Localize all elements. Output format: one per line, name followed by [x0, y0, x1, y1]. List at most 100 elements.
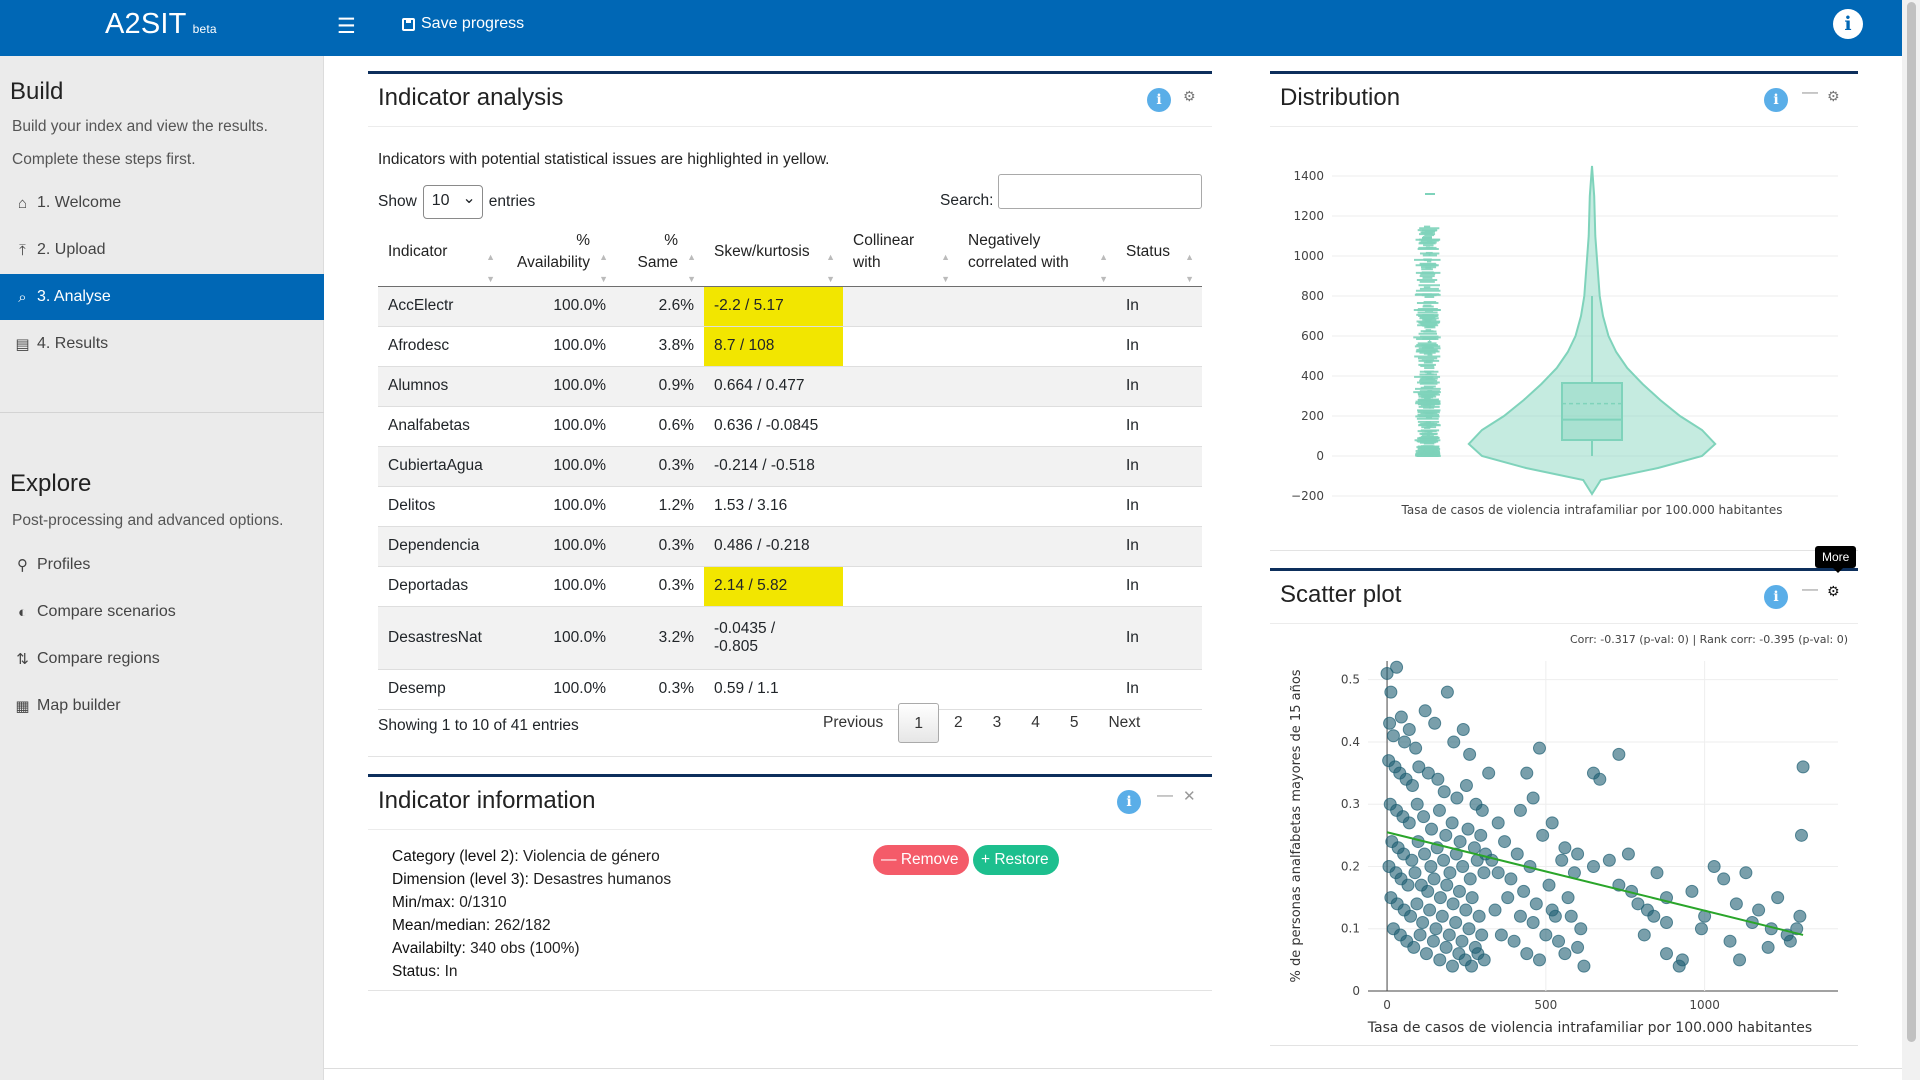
scatter-point	[1586, 859, 1600, 873]
entries-select-value: 10	[431, 192, 450, 209]
sidebar-item-welcome[interactable]: ⌂ 1. Welcome	[0, 180, 324, 226]
violin-plot[interactable]: 1400 1200 1000 800 600 400 200 0 −200 Tasa de cas…	[1270, 134, 1858, 534]
scrollbar-thumb[interactable]	[1907, 2, 1916, 1042]
scatter-point	[1463, 872, 1477, 886]
footer-divider	[324, 1068, 1902, 1069]
table-row[interactable]: Afrodesc 100.0% 3.8% 8.7 / 108 In	[378, 326, 1202, 367]
map-marker-icon: ⚲	[17, 557, 28, 574]
column-header-negatively-correlated[interactable]: Negatively correlated with ▲ ▼	[958, 218, 1116, 287]
cell-skew-kurtosis: 1.53 / 3.16	[704, 486, 843, 527]
column-header-collinear[interactable]: Collinear with ▲ ▼	[843, 218, 958, 287]
pagination-previous[interactable]: Previous	[823, 714, 884, 731]
x-tick-label: 0	[1383, 998, 1391, 1012]
scatter-point	[1394, 710, 1408, 724]
scatter-chart[interactable]: Corr: -0.317 (p-val: 0) | Rank corr: -0.…	[1270, 627, 1858, 1047]
column-header-same[interactable]: % Same ▲ ▼	[616, 218, 704, 287]
sidebar-toggle-icon[interactable]: ☰	[337, 15, 356, 38]
column-header-availability[interactable]: % Availability ▲ ▼	[503, 218, 616, 287]
sidebar-item-map-builder[interactable]: ▦ Map builder	[0, 683, 324, 729]
cell-indicator: AccElectr	[378, 286, 503, 327]
cell-indicator: DesastresNat	[378, 606, 503, 670]
cell-negatively-correlated	[958, 446, 1116, 487]
page-scrollbar[interactable]	[1902, 0, 1920, 1080]
cell-same: 0.3%	[616, 566, 704, 607]
save-progress-label: Save progress	[421, 15, 525, 32]
scatter-point	[1507, 934, 1521, 948]
scatter-point	[1660, 916, 1674, 930]
column-header-status[interactable]: Status ▲ ▼	[1116, 218, 1202, 287]
scatter-point	[1602, 853, 1616, 867]
sidebar-item-results[interactable]: ▤ 4. Results	[0, 321, 324, 367]
sidebar-item-analyse[interactable]: ⌕ 3. Analyse	[0, 274, 324, 320]
cell-availability: 100.0%	[503, 606, 616, 670]
scatter-point	[1449, 916, 1463, 930]
entries-select[interactable]: 10	[422, 185, 483, 219]
close-icon[interactable]: ✕	[1183, 788, 1196, 805]
sidebar-item-label: Compare scenarios	[37, 603, 176, 620]
table-row[interactable]: Dependencia 100.0% 0.3% 0.486 / -0.218 In	[378, 526, 1202, 567]
remove-button[interactable]: — Remove	[873, 845, 969, 875]
sidebar-item-label: 1. Welcome	[37, 194, 122, 211]
pagination-page-3[interactable]: 3	[992, 714, 1002, 731]
collapse-icon[interactable]: —	[1802, 84, 1818, 101]
pagination-page-1[interactable]: 1	[898, 703, 939, 743]
y-tick-label: 400	[1301, 369, 1324, 383]
table-row[interactable]: Analfabetas 100.0% 0.6% 0.636 / -0.0845 In	[378, 406, 1202, 447]
restore-button[interactable]: + Restore	[973, 845, 1059, 875]
scatter-point	[1707, 859, 1721, 873]
y-tick-label: 0.3	[1341, 797, 1360, 811]
column-header-indicator[interactable]: Indicator ▲ ▼	[378, 218, 503, 287]
help-info-icon[interactable]: i	[1833, 9, 1863, 39]
scatter-point	[1410, 897, 1424, 911]
sort-icon: ▲ ▼	[599, 252, 608, 284]
cell-same: 0.9%	[616, 366, 704, 407]
column-header-skew-kurtosis[interactable]: Skew/kurtosis ▲ ▼	[704, 218, 843, 287]
info-icon[interactable]: i	[1147, 88, 1171, 112]
pagination-page-5[interactable]: 5	[1069, 714, 1079, 731]
save-progress-button[interactable]: Save progress	[402, 15, 524, 33]
gear-icon[interactable]: ⚙	[1827, 88, 1840, 104]
table-row[interactable]: Deportadas 100.0% 0.3% 2.14 / 5.82 In	[378, 566, 1202, 607]
table-row[interactable]: CubiertaAgua 100.0% 0.3% -0.214 / -0.518 In	[378, 446, 1202, 487]
pagination-page-4[interactable]: 4	[1031, 714, 1040, 731]
info-icon[interactable]: i	[1117, 790, 1141, 814]
scatter-point	[1637, 928, 1651, 942]
scatter-point	[1401, 878, 1415, 892]
scatter-point	[1402, 816, 1416, 830]
sidebar-item-compare-scenarios[interactable]: ◐ Compare scenarios	[0, 589, 324, 635]
scatter-point	[1472, 909, 1486, 923]
more-tooltip: More	[1815, 546, 1857, 573]
scatter-point	[1574, 922, 1588, 936]
scatter-point	[1561, 891, 1575, 905]
cell-status: In	[1116, 606, 1202, 670]
table-row[interactable]: AccElectr 100.0% 2.6% -2.2 / 5.17 In	[378, 286, 1202, 327]
scatter-point	[1413, 928, 1427, 942]
table-row[interactable]: DesastresNat 100.0% 3.2% -0.0435 /-0.805 In	[378, 606, 1202, 670]
scatter-point	[1437, 785, 1451, 799]
info-icon[interactable]: i	[1764, 585, 1788, 609]
gear-icon[interactable]: ⚙	[1827, 583, 1840, 599]
collapse-icon[interactable]: —	[1802, 581, 1818, 598]
table-row[interactable]: Desemp 100.0% 0.3% 0.59 / 1.1 In	[378, 669, 1202, 710]
sidebar-item-upload[interactable]: ⤒ 2. Upload	[0, 227, 324, 273]
info-icon[interactable]: i	[1764, 88, 1788, 112]
table-row[interactable]: Delitos 100.0% 1.2% 1.53 / 3.16 In	[378, 486, 1202, 527]
cell-skew-kurtosis: 2.14 / 5.82	[704, 566, 843, 607]
scatter-point	[1761, 940, 1775, 954]
app-brand[interactable]: A2SIT beta	[105, 8, 217, 41]
pagination-next[interactable]: Next	[1108, 714, 1141, 731]
pagination-page-2[interactable]: 2	[953, 714, 963, 731]
table-row[interactable]: Alumnos 100.0% 0.9% 0.664 / 0.477 In	[378, 366, 1202, 407]
search-input[interactable]	[998, 174, 1202, 209]
scatter-point	[1510, 847, 1524, 861]
collapse-icon[interactable]: —	[1157, 787, 1173, 804]
sidebar-item-compare-regions[interactable]: ⇅ Compare regions	[0, 636, 324, 682]
gear-icon[interactable]: ⚙	[1183, 88, 1196, 104]
card-title: Indicator analysis	[378, 84, 564, 111]
y-tick-label: 1200	[1293, 209, 1324, 223]
show-label: Show	[378, 193, 417, 210]
sidebar-item-profiles[interactable]: ⚲ Profiles	[0, 542, 324, 588]
cell-negatively-correlated	[958, 406, 1116, 447]
scatter-point	[1571, 847, 1585, 861]
scatter-point	[1477, 953, 1491, 967]
